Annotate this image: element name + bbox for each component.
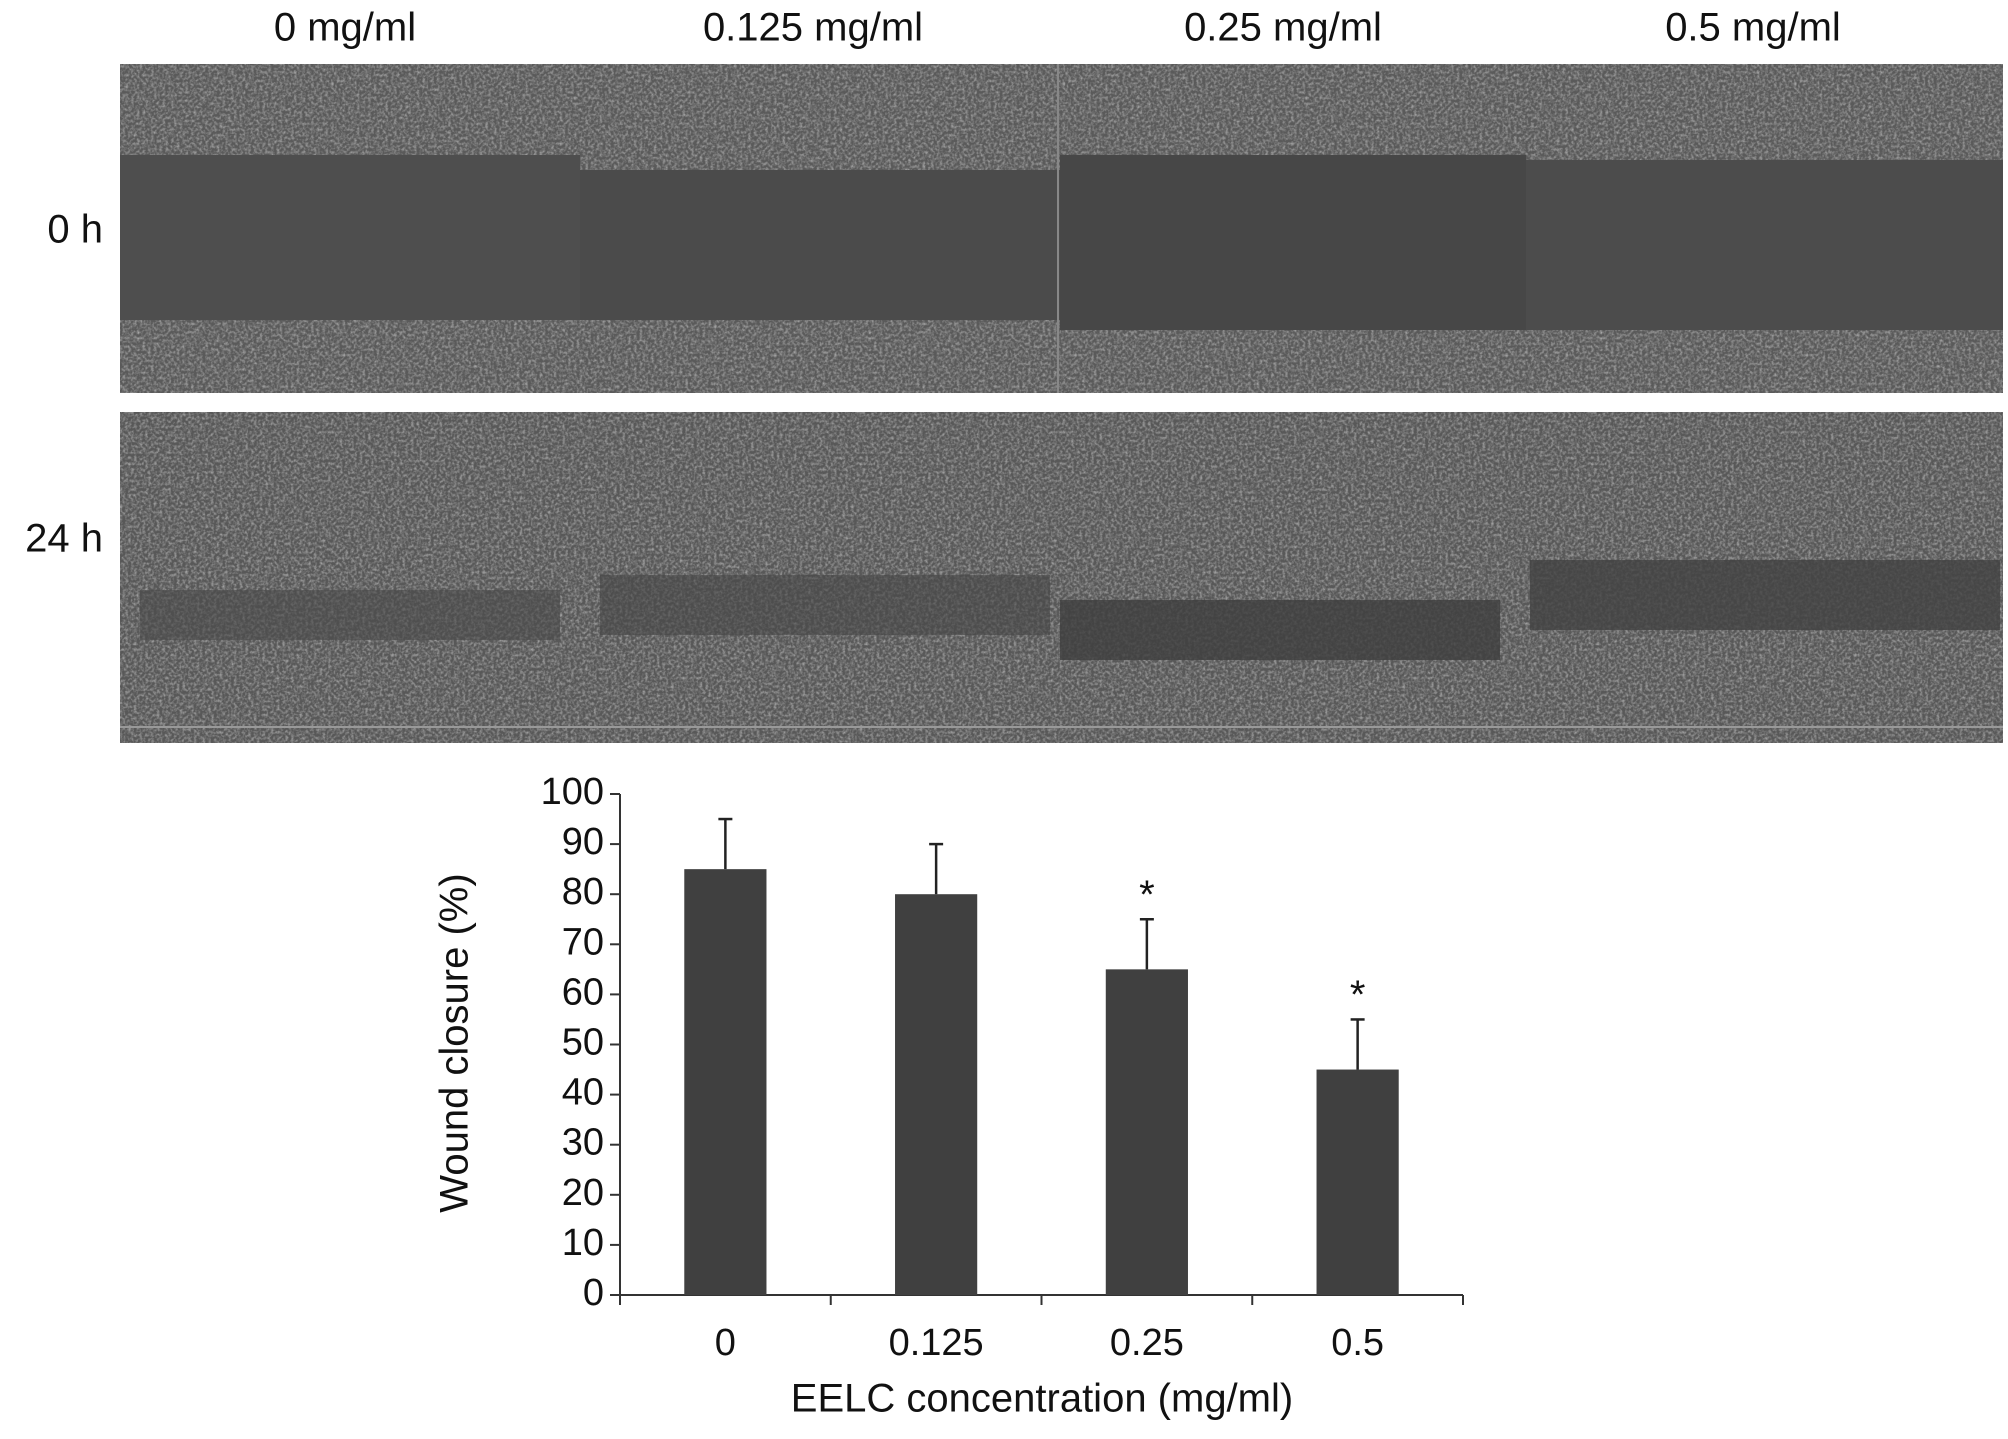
bar <box>1105 969 1188 1295</box>
x-tick-label: 0 <box>715 1322 736 1364</box>
column-header: 0.5 mg/ml <box>1665 6 1841 50</box>
significance-marker: * <box>1350 973 1366 1017</box>
y-tick-label: 90 <box>562 821 604 863</box>
y-tick-label: 80 <box>562 871 604 913</box>
row-label: 0 h <box>47 208 103 252</box>
x-tick-label: 0.5 <box>1331 1322 1384 1364</box>
column-header: 0.125 mg/ml <box>703 6 923 50</box>
y-tick-label: 60 <box>562 971 604 1013</box>
x-tick-label: 0.125 <box>889 1322 984 1364</box>
x-axis-label: EELC concentration (mg/ml) <box>791 1377 1293 1421</box>
bar <box>1316 1069 1399 1295</box>
y-tick-label: 10 <box>562 1222 604 1264</box>
y-tick-label: 70 <box>562 921 604 963</box>
column-header: 0.25 mg/ml <box>1184 6 1382 50</box>
y-tick-label: 0 <box>583 1272 604 1314</box>
y-tick-label: 100 <box>541 771 604 813</box>
y-tick-label: 50 <box>562 1022 604 1064</box>
significance-marker: * <box>1139 873 1155 917</box>
bar <box>895 894 978 1295</box>
micrograph-0h <box>120 64 2003 393</box>
y-tick-label: 40 <box>562 1072 604 1114</box>
row-label: 24 h <box>25 517 103 561</box>
micrograph-24h <box>120 412 2003 743</box>
bar <box>684 869 767 1295</box>
y-tick-label: 30 <box>562 1122 604 1164</box>
y-tick-label: 20 <box>562 1172 604 1214</box>
y-axis-label: Wound closure (%) <box>433 873 477 1212</box>
x-tick-label: 0.25 <box>1110 1322 1184 1364</box>
column-header: 0 mg/ml <box>274 6 416 50</box>
